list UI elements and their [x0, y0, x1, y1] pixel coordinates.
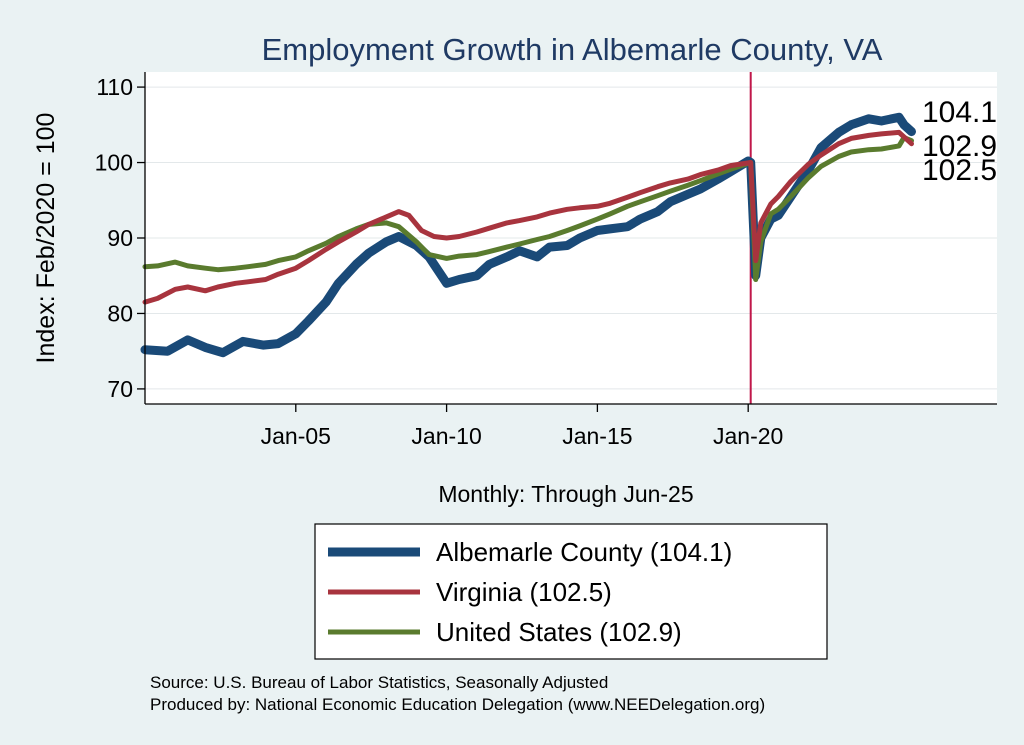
- series-line-2: [142, 135, 914, 282]
- y-tick-label-100: 100: [95, 150, 133, 176]
- chart-title: Employment Growth in Albemarle County, V…: [262, 32, 883, 67]
- legend-label-1: Virginia (102.5): [436, 577, 612, 607]
- x-tick-label-3: Jan-20: [713, 423, 783, 449]
- gridlines: [145, 86, 997, 390]
- y-axis-label: Index: Feb/2020 = 100: [32, 113, 60, 364]
- source-note: Source: U.S. Bureau of Labor Statistics,…: [150, 673, 608, 692]
- end-label-0: 104.1: [922, 96, 997, 129]
- y-tick-label-70: 70: [107, 376, 133, 402]
- x-ticks: Jan-05 Jan-10 Jan-15 Jan-20: [261, 404, 783, 449]
- y-tick-label-80: 80: [107, 300, 133, 326]
- x-axis-label: Monthly: Through Jun-25: [438, 481, 693, 507]
- end-label-2: 102.5: [922, 154, 997, 187]
- x-tick-label-0: Jan-05: [261, 423, 331, 449]
- series-lines: [140, 112, 916, 358]
- y-tick-label-110: 110: [96, 74, 133, 100]
- legend-label-0: Albemarle County (104.1): [436, 537, 732, 567]
- x-tick-label-1: Jan-10: [411, 423, 481, 449]
- x-tick-label-2: Jan-15: [562, 423, 632, 449]
- legend: Albemarle County (104.1) Virginia (102.5)…: [328, 537, 732, 647]
- end-label-1: 102.9: [922, 130, 997, 163]
- series-line-1: [142, 129, 914, 305]
- producer-note: Produced by: National Economic Education…: [150, 695, 765, 714]
- y-tick-label-90: 90: [107, 225, 133, 251]
- y-ticks: 70 80 90 100 110: [95, 74, 145, 402]
- legend-label-2: United States (102.9): [436, 617, 682, 647]
